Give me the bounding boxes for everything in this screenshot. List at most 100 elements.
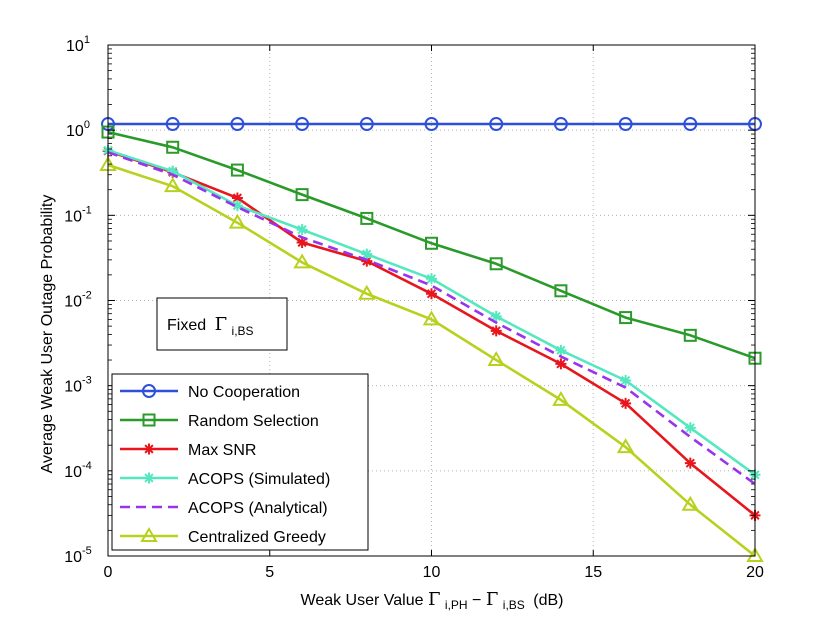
data-point — [166, 140, 180, 154]
annotation-frame — [156, 297, 288, 351]
y-tick-label: 10-2 — [64, 290, 92, 311]
legend-entry: Random Selection — [120, 413, 319, 430]
x-axis-gamma-2: Γ — [486, 589, 499, 610]
legend-items: No Cooperation Random Selection Max SNR ACO… — [120, 384, 330, 546]
annotation-gamma: Γ — [215, 314, 228, 335]
series-layer — [99, 117, 764, 562]
data-point — [426, 273, 437, 285]
legend-marker — [142, 413, 156, 427]
data-point — [425, 236, 438, 250]
series-random-selection — [101, 125, 762, 365]
y-tick-label: 10-4 — [64, 460, 92, 481]
data-point — [490, 310, 502, 322]
legend-label: Random Selection — [188, 413, 319, 430]
data-point — [424, 117, 439, 132]
annotation-box: Fixed Γ i,BS — [156, 297, 288, 351]
y-tick-exponent: 1 — [84, 34, 90, 46]
x-tick-label: 5 — [265, 564, 274, 581]
data-point — [358, 284, 376, 300]
y-tick-label: 101 — [66, 34, 90, 55]
y-tick-label: 100 — [66, 119, 90, 140]
x-tick-label: 15 — [584, 564, 602, 581]
data-point — [230, 163, 244, 177]
data-point — [293, 253, 311, 269]
data-point — [231, 192, 243, 204]
annotation-label: Fixed — [167, 317, 206, 334]
x-axis-label-text: Weak User Value — [301, 592, 424, 609]
legend-entry: ACOPS (Simulated) — [120, 471, 330, 488]
data-point — [296, 236, 308, 248]
x-tick-label: 10 — [423, 564, 441, 581]
series-line — [107, 130, 756, 360]
x-tick-label: 20 — [746, 564, 764, 581]
data-point — [487, 351, 505, 367]
y-tick-exponent: 0 — [84, 119, 90, 131]
legend-label: Max SNR — [188, 442, 256, 459]
series-centralized-greedy — [99, 156, 764, 562]
data-point — [616, 438, 635, 454]
data-point — [296, 224, 308, 236]
y-tick-exponent: -2 — [82, 290, 92, 302]
y-tick-base: 10 — [64, 549, 82, 566]
data-point — [620, 374, 632, 386]
x-axis-sub-1: i,PH — [445, 598, 468, 612]
y-tick-base: 10 — [64, 208, 82, 225]
data-point — [295, 188, 309, 202]
legend-entry: Max SNR — [120, 442, 256, 459]
data-point — [746, 547, 764, 562]
data-point — [295, 117, 310, 132]
series-no-cooperation — [101, 117, 762, 132]
data-point — [360, 211, 374, 225]
legend-marker — [142, 384, 156, 398]
data-point — [489, 117, 504, 132]
data-point — [619, 311, 633, 325]
data-point — [490, 325, 502, 337]
series-line — [107, 163, 756, 558]
data-point — [684, 457, 696, 469]
legend: No Cooperation Random Selection Max SNR ACO… — [111, 373, 369, 551]
legend-marker — [143, 443, 155, 455]
data-point — [552, 390, 570, 406]
data-point — [165, 117, 180, 132]
legend-marker — [143, 472, 155, 484]
data-point — [230, 117, 245, 132]
legend-entry: Centralized Greedy — [120, 527, 326, 546]
x-axis-minus: − — [472, 592, 481, 609]
x-tick-label: 0 — [104, 564, 113, 581]
y-axis-label: Average Weak User Outage Probability — [39, 195, 56, 474]
y-tick-exponent: -5 — [82, 545, 92, 557]
legend-label: ACOPS (Simulated) — [188, 471, 330, 488]
y-tick-base: 10 — [66, 38, 84, 55]
y-tick-base: 10 — [64, 294, 82, 311]
data-point — [683, 117, 698, 132]
data-point — [620, 397, 632, 409]
data-point — [683, 328, 697, 342]
data-point — [426, 288, 437, 300]
legend-frame — [111, 373, 369, 551]
x-axis-gamma-1: Γ — [428, 589, 441, 610]
series-acops-analytical — [107, 151, 756, 486]
data-point — [422, 310, 441, 326]
y-tick-label: 10-1 — [64, 204, 92, 225]
y-tick-exponent: -3 — [82, 375, 92, 387]
y-tick-label: 10-3 — [64, 375, 92, 396]
y-tick-exponent: -1 — [82, 204, 92, 216]
data-point — [359, 117, 374, 132]
data-point — [618, 117, 633, 132]
data-point — [361, 248, 373, 260]
legend-marker — [140, 527, 158, 542]
legend-label: No Cooperation — [188, 384, 300, 401]
series-line — [107, 151, 756, 486]
data-point — [681, 495, 700, 511]
y-tick-base: 10 — [66, 123, 84, 140]
data-point — [555, 344, 567, 356]
data-point — [555, 358, 567, 370]
data-point — [228, 213, 247, 229]
y-tick-label: 10-5 — [64, 545, 92, 566]
y-tick-base: 10 — [64, 464, 82, 481]
data-point — [231, 200, 243, 212]
data-point — [553, 117, 568, 132]
x-axis-sub-2: i,BS — [503, 598, 525, 612]
